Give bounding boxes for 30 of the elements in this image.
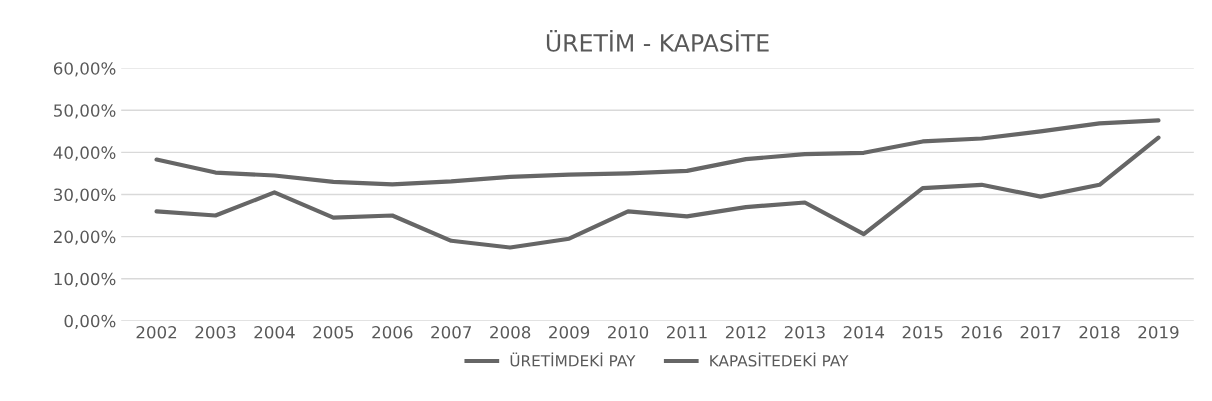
x-tick-label: 2011 xyxy=(666,325,707,339)
legend-label: ÜRETİMDEKİ PAY xyxy=(510,352,636,367)
x-tick-label: 2019 xyxy=(1138,325,1179,339)
line-series xyxy=(154,118,1161,187)
x-tick-label: 2002 xyxy=(136,325,177,339)
y-tick-label: 10,00% xyxy=(54,272,116,287)
x-tick-label: 2014 xyxy=(843,325,885,339)
legend-label: KAPASİTEDEKİ PAY xyxy=(710,352,849,367)
y-tick-label: 20,00% xyxy=(54,230,116,245)
x-tick-label: 2015 xyxy=(902,325,943,339)
y-tick-label: 50,00% xyxy=(54,104,116,119)
y-tick-label: 40,00% xyxy=(53,146,116,161)
y-tick-label: 30,00% xyxy=(54,188,116,203)
x-tick-label: 2010 xyxy=(608,325,649,339)
y-tick-label: 60,00% xyxy=(53,62,116,77)
x-tick-label: 2008 xyxy=(490,325,531,339)
y-tick-label: 0,00% xyxy=(64,314,116,330)
x-tick-label: 2007 xyxy=(431,325,472,339)
x-tick-label: 2005 xyxy=(313,325,354,339)
x-tick-label: 2012 xyxy=(725,325,766,339)
x-tick-label: 2003 xyxy=(195,325,236,339)
x-tick-label: 2013 xyxy=(784,325,825,339)
x-tick-label: 2009 xyxy=(549,325,590,339)
chart-title: ÜRETİM - KAPASİTE xyxy=(546,29,769,52)
x-tick-label: 2018 xyxy=(1079,325,1120,339)
x-tick-label: 2004 xyxy=(254,325,295,339)
x-tick-label: 2006 xyxy=(372,325,413,339)
line-series xyxy=(154,135,1161,250)
x-tick-label: 2016 xyxy=(961,325,1002,339)
x-tick-label: 2017 xyxy=(1020,325,1061,339)
